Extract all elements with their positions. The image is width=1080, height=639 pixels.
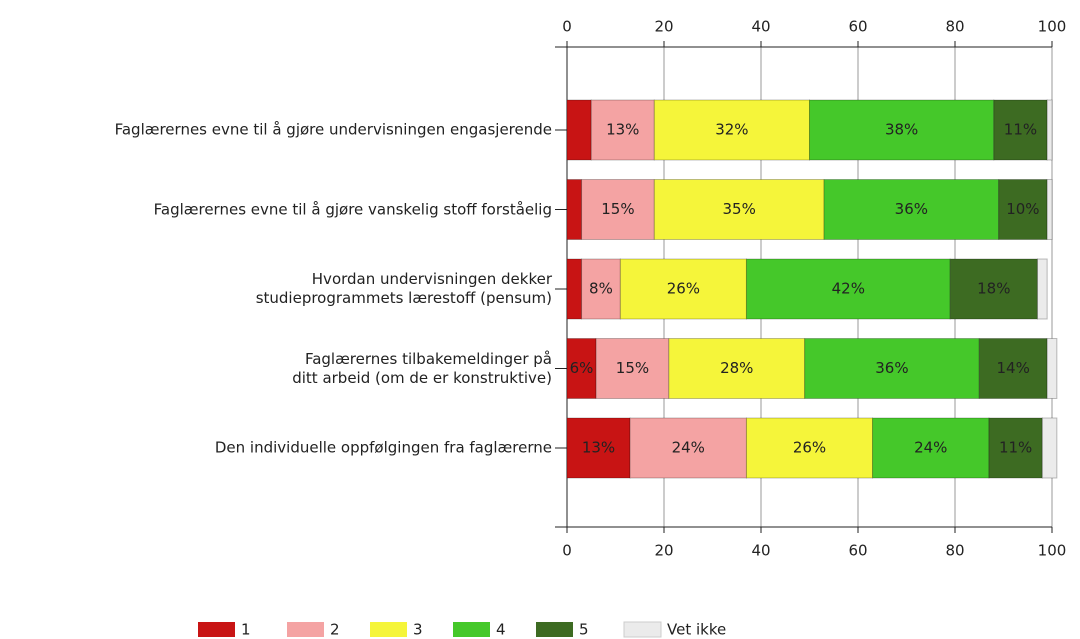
bar-segment: [1046, 179, 1053, 240]
data-label: 15%: [601, 200, 634, 218]
legend-swatch: [370, 622, 407, 637]
bar-segment: [566, 179, 583, 240]
bar-segment: [653, 99, 810, 161]
bar-segment: [653, 179, 825, 240]
category-label: Faglærernes tilbakemeldinger på ditt arb…: [292, 349, 552, 387]
bar-segment: [823, 179, 1000, 240]
category-label: Faglærernes evne til å gjøre vanskelig s…: [153, 200, 552, 218]
category-label: Faglærernes evne til å gjøre undervisnin…: [114, 120, 552, 139]
x-tick-label: 60: [848, 18, 867, 36]
legend-swatch: [536, 622, 573, 637]
x-tick-label: 60: [848, 542, 867, 560]
bar-segment: [988, 417, 1043, 479]
bar-segment: [872, 417, 990, 479]
x-tick-label: 80: [945, 542, 964, 560]
data-label: 28%: [720, 359, 753, 377]
bar-segment: [949, 258, 1038, 320]
legend-swatch: [198, 622, 235, 637]
bar-segment: [809, 99, 995, 161]
x-tick-label: 0: [562, 18, 572, 36]
legend-label: 3: [413, 621, 423, 639]
bar-segment: [1041, 417, 1058, 479]
x-tick-label: 0: [562, 542, 572, 560]
legend-label: 2: [330, 621, 340, 639]
x-tick-label: 40: [751, 18, 770, 36]
data-label: 38%: [885, 121, 918, 139]
bar-segment: [745, 258, 951, 320]
bar-segment: [595, 338, 670, 399]
bar-segment: [668, 338, 806, 399]
data-label: 42%: [832, 280, 865, 298]
x-tick-label: 20: [654, 18, 673, 36]
bar-segment: [1036, 258, 1048, 320]
x-tick-label: 100: [1038, 542, 1067, 560]
legend-label: 4: [496, 621, 506, 639]
legend-swatch: [623, 621, 662, 638]
data-label: 36%: [875, 359, 908, 377]
data-label: 10%: [1006, 200, 1039, 218]
legend-label: 1: [241, 621, 251, 639]
data-label: 11%: [1004, 121, 1037, 139]
bar-segment: [993, 99, 1048, 161]
bar-segment: [978, 338, 1048, 399]
category-label: Den individuelle oppfølgingen fra faglær…: [214, 438, 552, 457]
data-label: 13%: [606, 121, 639, 139]
bar-segment: [581, 179, 655, 240]
data-label: 14%: [997, 359, 1030, 377]
data-label: 13%: [582, 439, 615, 457]
data-label: 11%: [999, 439, 1032, 457]
data-label: 6%: [570, 359, 594, 377]
data-label: 35%: [723, 200, 756, 218]
category-label: Hvordan undervisningen dekker studieprog…: [255, 270, 552, 307]
x-tick-label: 40: [751, 542, 770, 560]
data-label: 8%: [589, 280, 613, 298]
x-tick-label: 80: [945, 18, 964, 36]
bar-segment: [998, 179, 1048, 240]
data-label: 24%: [672, 439, 705, 457]
data-label: 24%: [914, 439, 947, 457]
bar-segment: [619, 258, 747, 320]
data-label: 32%: [715, 121, 748, 139]
legend-label: 5: [579, 621, 589, 639]
bar-segment: [566, 258, 583, 320]
bar-segment: [581, 258, 621, 320]
data-label: 15%: [616, 359, 649, 377]
bar-segment: [566, 338, 597, 399]
data-label: 18%: [977, 280, 1010, 298]
legend-swatch: [453, 622, 490, 637]
bar-segment: [629, 417, 747, 479]
x-tick-label: 100: [1038, 18, 1067, 36]
data-label: 36%: [895, 200, 928, 218]
bar-segment: [566, 99, 592, 161]
data-label: 26%: [793, 439, 826, 457]
x-tick-label: 20: [654, 542, 673, 560]
legend-label: Vet ikke: [667, 621, 726, 639]
bar-segment: [1046, 338, 1058, 399]
bar-segment: [590, 99, 655, 161]
data-label: 26%: [667, 280, 700, 298]
legend-swatch: [287, 622, 324, 637]
bar-segment: [1046, 99, 1053, 161]
